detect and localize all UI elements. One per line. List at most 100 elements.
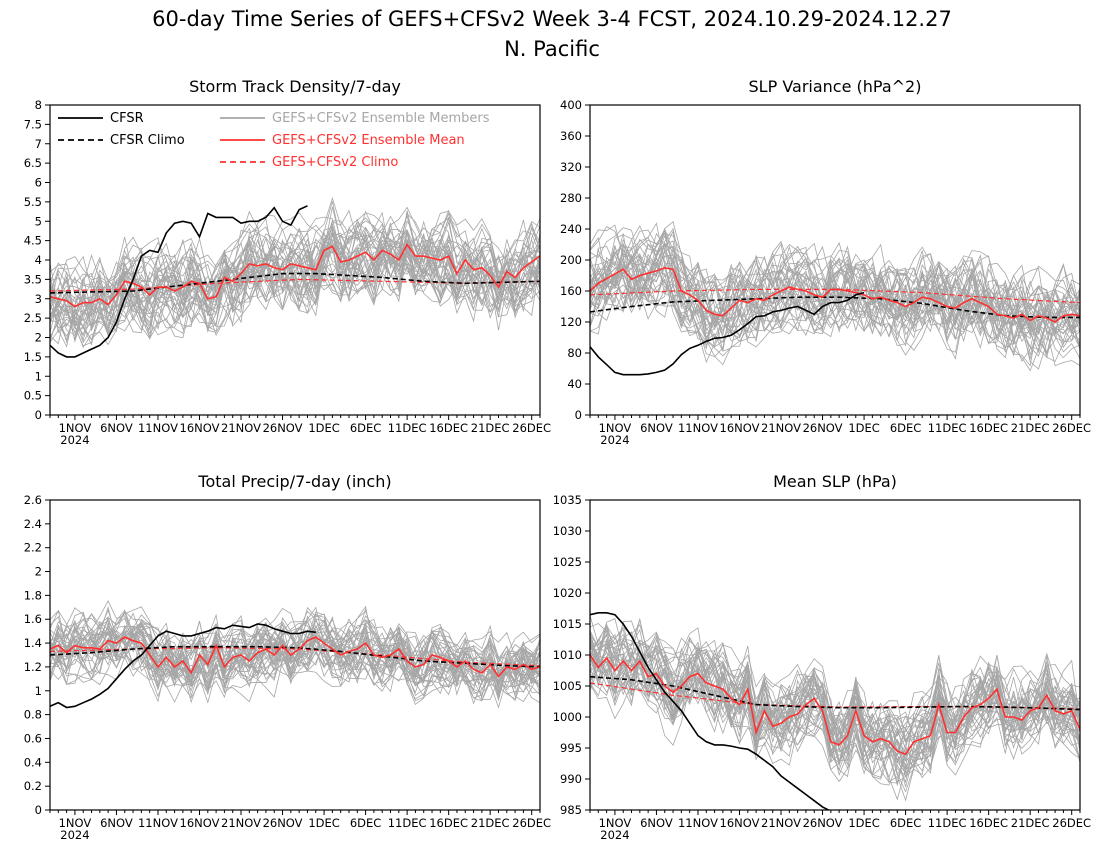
ensemble-member-line xyxy=(50,635,540,702)
y-tick-label: 1.5 xyxy=(24,350,42,364)
ensemble-member-line xyxy=(50,232,540,335)
ensemble-member-line xyxy=(50,238,540,337)
ensemble-member-line xyxy=(590,640,1080,793)
x-tick-label: 11NOV xyxy=(678,421,718,435)
x-tick-label: 26NOV xyxy=(263,421,303,435)
ensemble-member-line xyxy=(50,210,540,314)
x-tick-year-label: 2024 xyxy=(60,828,89,842)
y-tick-label: 3.5 xyxy=(24,272,42,286)
x-tick-label: 16NOV xyxy=(180,421,220,435)
y-tick-label: 1.8 xyxy=(24,588,42,602)
y-tick-label: 2.4 xyxy=(24,517,42,531)
x-tick-label: 16NOV xyxy=(720,421,760,435)
y-tick-label: 0 xyxy=(35,408,42,422)
ensemble-member-line xyxy=(590,245,1080,338)
y-tick-label: 6 xyxy=(35,176,42,190)
plot-area xyxy=(50,600,540,709)
x-tick-label: 11DEC xyxy=(388,816,427,830)
x-tick-label: 26DEC xyxy=(512,816,551,830)
y-tick-label: 1005 xyxy=(553,679,582,693)
ensemble-member-line xyxy=(50,214,540,321)
legend: CFSR CFSR Climo GEFS+CFSv2 Ensemble Member… xyxy=(58,111,490,170)
ensemble-member-line xyxy=(50,211,540,321)
panel-title: Storm Track Density/7-day xyxy=(189,77,401,96)
ensemble-member-line xyxy=(590,240,1080,337)
series-line-gefs-cfsv2-climo xyxy=(50,278,540,292)
x-tick-label: 11DEC xyxy=(928,421,967,435)
ensemble-member-line xyxy=(50,225,540,345)
x-tick-year-label: 2024 xyxy=(600,433,629,447)
panel-mean-slp: Mean SLP (hPa) 985 990 995 1000 1005 1010 1015 1… xyxy=(553,472,1091,842)
ensemble-member-line xyxy=(50,235,540,340)
legend-label: GEFS+CFSv2 Ensemble Mean xyxy=(272,133,465,148)
ensemble-member-line xyxy=(50,196,540,316)
x-tick-label: 1DEC xyxy=(848,816,879,830)
y-tick-label: 5 xyxy=(35,214,42,228)
y-tick-label: 0.6 xyxy=(24,731,42,745)
y-tick-label: 200 xyxy=(560,253,582,267)
y-tick-label: 8 xyxy=(35,98,42,112)
ensemble-member-line xyxy=(590,645,1080,775)
x-tick-label: 6DEC xyxy=(350,421,381,435)
y-tick-label: 985 xyxy=(560,803,582,817)
ensemble-member-line xyxy=(590,245,1080,340)
y-tick-label: 120 xyxy=(560,315,582,329)
y-tick-label: 1 xyxy=(35,369,42,383)
y-tick-label: 0 xyxy=(35,803,42,817)
y-tick-label: 5.5 xyxy=(24,195,42,209)
y-tick-label: 400 xyxy=(560,98,582,112)
series-line-cfsr xyxy=(50,205,308,358)
ensemble-member-line xyxy=(590,242,1080,330)
ensemble-member-line xyxy=(590,257,1080,349)
x-tick-label: 21DEC xyxy=(471,421,510,435)
ensemble-member-line xyxy=(50,239,540,339)
x-tick-label: 11NOV xyxy=(678,816,718,830)
x-tick-label: 1NOV xyxy=(59,816,92,830)
y-tick-label: 4.5 xyxy=(24,234,42,248)
x-tick-label: 26NOV xyxy=(803,816,843,830)
y-tick-label: 1010 xyxy=(553,648,582,662)
x-tick-label: 1NOV xyxy=(599,421,632,435)
panel-storm-track-density: Storm Track Density/7-day 0 0.5 1 1.5 2 2.5 3 3.… xyxy=(24,77,551,447)
y-tick-label: 1025 xyxy=(553,555,582,569)
y-tick-label: 80 xyxy=(567,346,582,360)
y-tick-label: 1015 xyxy=(553,617,582,631)
x-tick-label: 21DEC xyxy=(1011,816,1050,830)
ensemble-member-line xyxy=(590,252,1080,359)
ensemble-member-line xyxy=(590,226,1080,328)
y-tick-label: 1.2 xyxy=(24,660,42,674)
x-tick-label: 1DEC xyxy=(308,421,339,435)
ensemble-member-line xyxy=(50,248,540,335)
y-tick-label: 2.2 xyxy=(24,541,42,555)
ensemble-member-line xyxy=(590,228,1080,329)
x-tick-label: 26NOV xyxy=(803,421,843,435)
ensemble-member-line xyxy=(50,241,540,344)
panel-slp-variance: SLP Variance (hPa^2) 0 40 80 120 160 200 240 280… xyxy=(560,77,1091,447)
y-tick-label: 1035 xyxy=(553,493,582,507)
y-tick-label: 0 xyxy=(575,408,582,422)
y-tick-label: 995 xyxy=(560,741,582,755)
y-tick-label: 1.4 xyxy=(24,636,42,650)
ensemble-member-line xyxy=(50,238,540,346)
plot-frame xyxy=(49,499,541,811)
x-tick-label: 21NOV xyxy=(221,816,261,830)
x-tick-label: 21NOV xyxy=(761,816,801,830)
y-tick-label: 0.2 xyxy=(24,779,42,793)
series-line-gefs-cfsv2-ensemble-mean xyxy=(50,636,540,678)
x-tick-year-label: 2024 xyxy=(600,828,629,842)
x-tick-label: 26DEC xyxy=(1052,816,1091,830)
y-tick-label: 1 xyxy=(35,684,42,698)
x-tick-label: 11DEC xyxy=(388,421,427,435)
y-tick-label: 1000 xyxy=(553,710,582,724)
series-line-gefs-cfsv2-ensemble-mean xyxy=(590,266,1080,323)
x-tick-label: 6NOV xyxy=(100,816,133,830)
ensemble-member-line xyxy=(50,622,540,686)
ensemble-member-line xyxy=(50,625,540,699)
legend-label: GEFS+CFSv2 Ensemble Members xyxy=(272,111,490,126)
y-tick-label: 6.5 xyxy=(24,156,42,170)
y-tick-label: 360 xyxy=(560,129,582,143)
y-tick-label: 0.5 xyxy=(24,389,42,403)
y-tick-label: 40 xyxy=(567,377,582,391)
y-tick-label: 1030 xyxy=(553,524,582,538)
